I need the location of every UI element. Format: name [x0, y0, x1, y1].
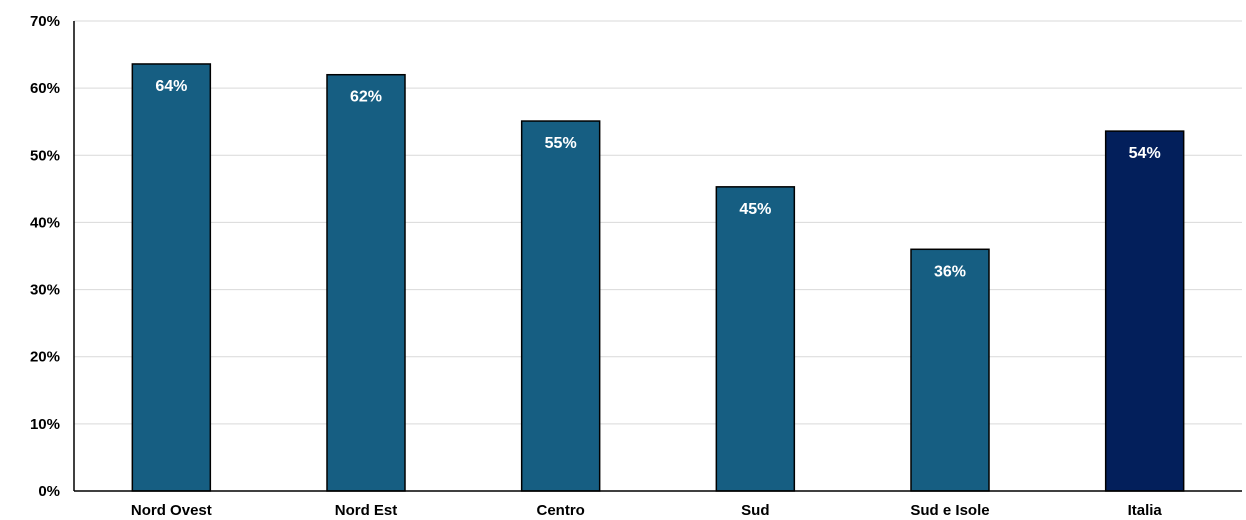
- axes: [73, 21, 1242, 492]
- y-tick-label: 40%: [30, 214, 60, 231]
- bar-italia: [1104, 130, 1185, 492]
- bar-nord-est: [326, 73, 406, 492]
- data-label: 62%: [350, 89, 382, 106]
- bar-centro: [520, 120, 601, 492]
- y-tick-label: 0%: [38, 483, 60, 500]
- x-tick-label: Sud e Isole: [910, 502, 989, 519]
- data-label: 64%: [155, 78, 187, 95]
- y-tick-label: 50%: [30, 147, 60, 164]
- data-label: 45%: [739, 201, 771, 218]
- labels: 0% 10% 20% 30% 40% 50% 60% 70% 64% Nord Ovest 62% N…: [30, 13, 1162, 519]
- y-tick-label: 70%: [30, 13, 60, 30]
- data-label: 54%: [1129, 145, 1161, 162]
- y-tick-label: 60%: [30, 80, 60, 97]
- y-tick-label: 10%: [30, 416, 60, 433]
- x-tick-label: Nord Est: [335, 502, 398, 519]
- bar-sud-e-isole: [910, 248, 990, 492]
- gridlines: [74, 20, 1242, 425]
- x-tick-label: Sud: [741, 502, 769, 519]
- bar-sud: [715, 186, 796, 492]
- data-label: 36%: [934, 263, 966, 280]
- data-label: 55%: [545, 135, 577, 152]
- y-tick-label: 30%: [30, 282, 60, 299]
- x-tick-label: Centro: [536, 502, 584, 519]
- bars: [131, 63, 1185, 492]
- x-tick-label: Italia: [1128, 502, 1163, 519]
- bar-nord-ovest: [131, 63, 212, 492]
- x-tick-label: Nord Ovest: [131, 502, 212, 519]
- y-tick-label: 20%: [30, 349, 60, 366]
